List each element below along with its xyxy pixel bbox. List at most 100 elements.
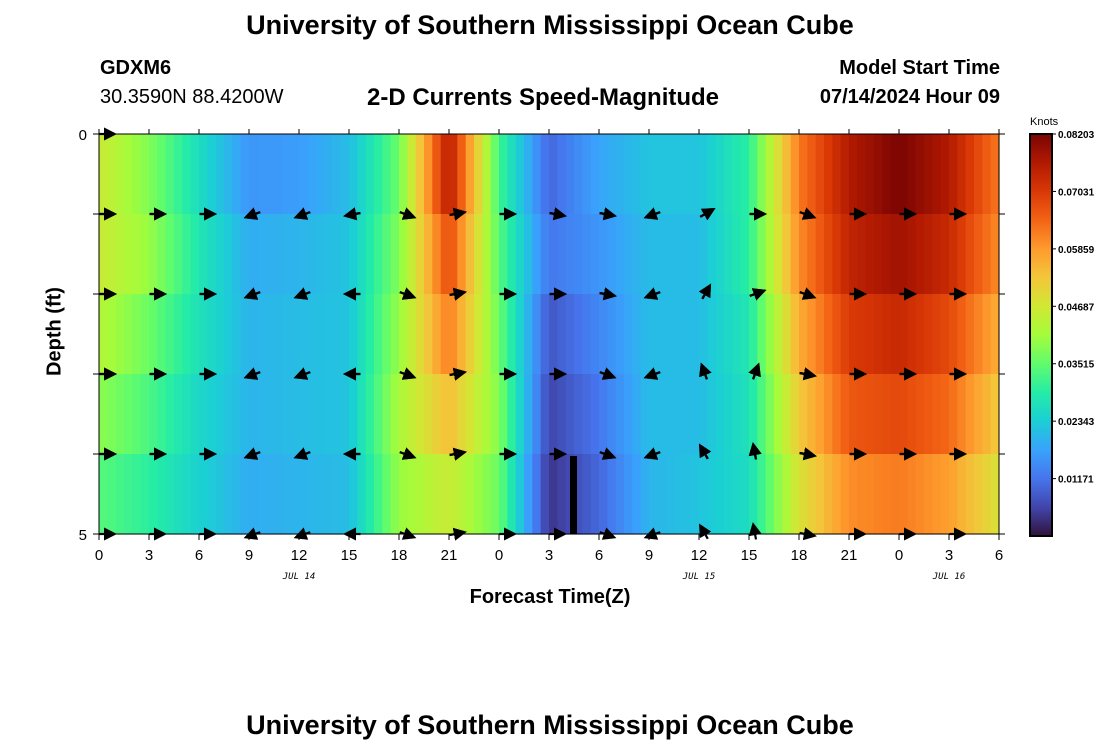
heatmap-cell [590, 294, 600, 375]
heatmap-cell [165, 374, 175, 455]
heatmap-cell [582, 294, 592, 375]
heatmap-cell [799, 374, 808, 455]
heatmap-cell [357, 294, 367, 375]
data-gap-bar [570, 456, 577, 534]
heatmap-cell [240, 214, 250, 295]
heatmap-cell [149, 294, 158, 375]
heatmap-cell [774, 374, 783, 455]
heatmap-cell [857, 374, 867, 455]
x-tick-label: 21 [441, 547, 458, 564]
heatmap-cell [440, 214, 450, 295]
heatmap-cell [249, 294, 258, 375]
heatmap-cell [382, 454, 392, 535]
heatmap-cell [682, 374, 692, 455]
heatmap-cell [707, 134, 717, 215]
heatmap-cell [399, 294, 408, 375]
current-arrow [293, 207, 311, 220]
heatmap-cell [690, 134, 700, 215]
heatmap-cell [265, 214, 275, 295]
heatmap-cell [532, 454, 542, 535]
current-arrow [799, 207, 817, 220]
heatmap-cell [390, 374, 400, 455]
heatmap-cell [440, 374, 450, 455]
heatmap-cell [682, 134, 692, 215]
heatmap-cell [540, 294, 550, 375]
heatmap-cell [749, 134, 758, 215]
heatmap-cell [540, 214, 550, 295]
heatmap-cell [974, 374, 983, 455]
model-start-label: Model Start Time [839, 57, 1000, 79]
heatmap-cell [765, 454, 775, 535]
colorbar-tick-label: 0.04687 [1058, 302, 1095, 313]
heatmap-cell [990, 374, 1000, 455]
heatmap-cell [390, 214, 400, 295]
heatmap-cell [815, 374, 825, 455]
heatmap-cell [449, 214, 458, 295]
heatmap-cell [640, 374, 650, 455]
heatmap-cell [982, 374, 992, 455]
x-tick-label: 3 [945, 547, 953, 564]
heatmap-cell [524, 454, 533, 535]
heatmap-cell [507, 374, 517, 455]
x-tick-label: 18 [391, 547, 408, 564]
heatmap-cell [640, 454, 650, 535]
heatmap-cell [557, 294, 567, 375]
y-tick-label: 0 [79, 127, 87, 144]
heatmap-cell [465, 294, 475, 375]
heatmap-cell [457, 214, 467, 295]
heatmap-cell [465, 134, 475, 215]
heatmap-cell [607, 374, 617, 455]
heatmap-cell [232, 214, 242, 295]
heatmap-cell [332, 374, 342, 455]
heatmap-cell [290, 454, 300, 535]
colorbar-unit: Knots [1030, 116, 1059, 128]
heatmap-cell [790, 454, 800, 535]
heatmap-cell [249, 214, 258, 295]
heatmap-cell [674, 134, 683, 215]
heatmap-cell [849, 454, 858, 535]
heatmap-cell [474, 454, 483, 535]
heatmap-cell [582, 214, 592, 295]
heatmap-cell [124, 214, 133, 295]
heatmap-cell [415, 294, 425, 375]
heatmap-cell [715, 294, 725, 375]
heatmap-cell [290, 374, 300, 455]
heatmap-cell [515, 134, 525, 215]
chart-title: 2-D Currents Speed-Magnitude [367, 84, 720, 111]
heatmap-cell [574, 134, 583, 215]
heatmap-cell [590, 374, 600, 455]
heatmap-cell [790, 294, 800, 375]
heatmap-cell [740, 294, 750, 375]
heatmap-cell [515, 374, 525, 455]
heatmap-cell [424, 374, 433, 455]
heatmap-cell [249, 134, 258, 215]
current-arrow [748, 362, 761, 380]
heatmap-cell [924, 294, 933, 375]
heatmap-cell [707, 294, 717, 375]
heatmap-cell [499, 294, 508, 375]
heatmap-cell [765, 374, 775, 455]
heatmap-cell [882, 214, 892, 295]
x-tick-label: 15 [341, 547, 358, 564]
heatmap-cell [574, 454, 583, 535]
heatmap-cell [940, 374, 950, 455]
heatmap-cell [732, 294, 742, 375]
date-label: JUL 15 [682, 572, 716, 582]
heatmap-cell [382, 294, 392, 375]
heatmap-cell [674, 294, 683, 375]
heatmap-cell [899, 454, 908, 535]
heatmap-cell [465, 214, 475, 295]
current-arrow [699, 443, 712, 460]
heatmap-cell [265, 374, 275, 455]
heatmap-cell [732, 214, 742, 295]
heatmap-cell [740, 214, 750, 295]
heatmap-cell [924, 374, 933, 455]
heatmap-cell [749, 214, 758, 295]
station-id: GDXM6 [100, 57, 172, 79]
heatmap-cell [449, 134, 458, 215]
heatmap-cell [99, 134, 108, 215]
heatmap-cell [907, 374, 917, 455]
heatmap-cell [690, 214, 700, 295]
current-arrow [449, 447, 467, 461]
